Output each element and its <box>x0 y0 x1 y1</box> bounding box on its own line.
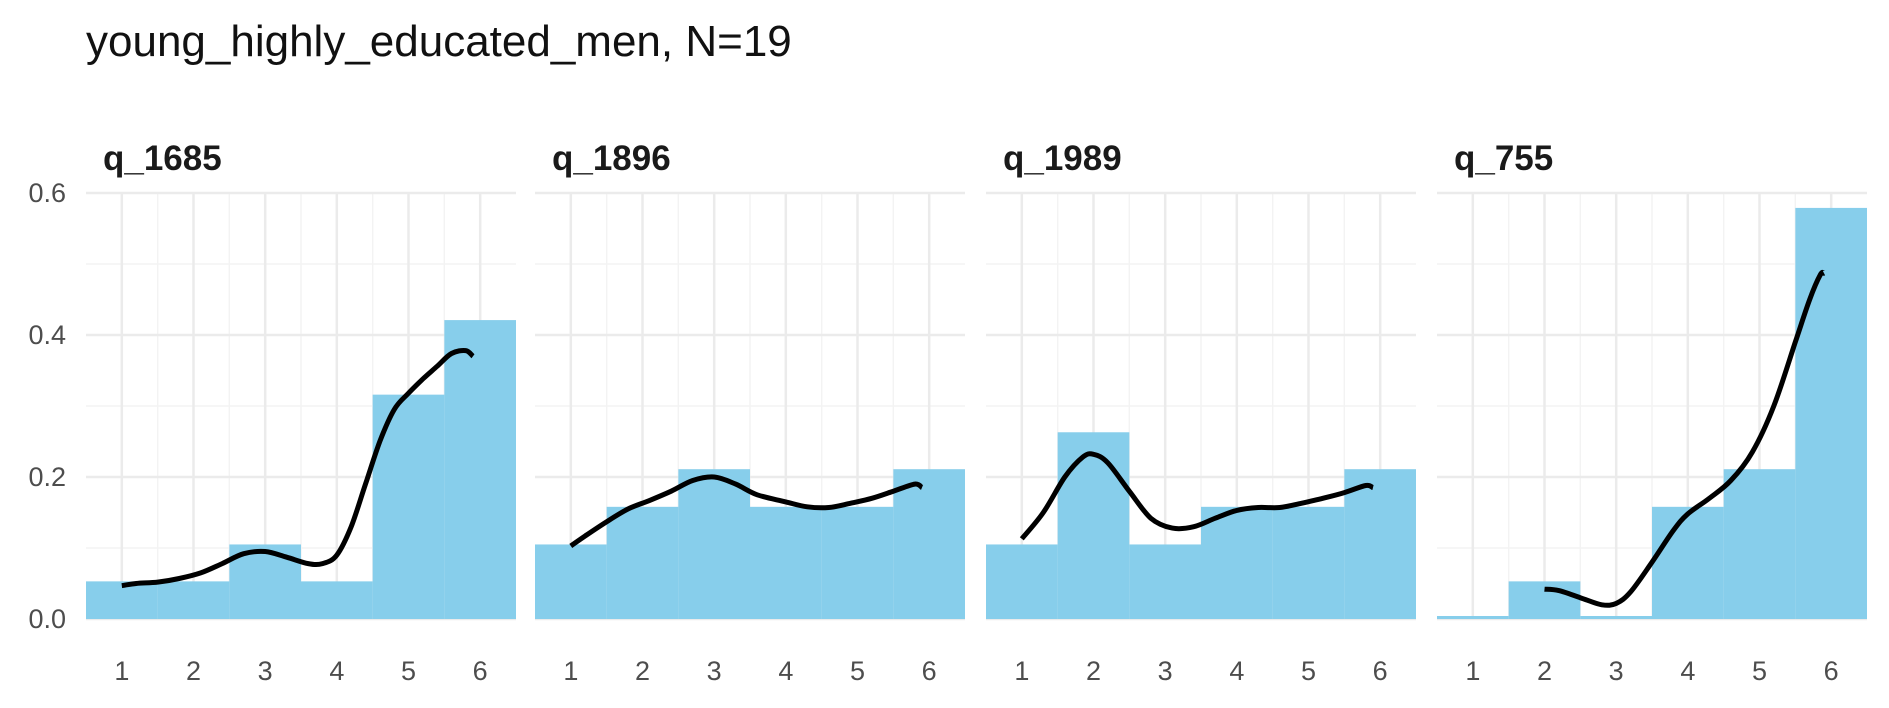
x-tick-label: 4 <box>1229 656 1244 686</box>
x-tick-label: 4 <box>1680 656 1695 686</box>
bar <box>821 506 894 619</box>
facet-panel-q-755: q_755 1 2 3 4 5 6 <box>1437 139 1867 686</box>
facet-panel-q-1989: q_1989 1 2 3 4 5 6 <box>986 139 1416 686</box>
x-tick-label: 6 <box>473 656 488 686</box>
bar <box>1795 207 1867 619</box>
density-line <box>1019 451 1375 541</box>
facet-label: q_1989 <box>1003 139 1122 178</box>
x-tick-label: 5 <box>850 656 865 686</box>
x-tick-label: 6 <box>1824 656 1839 686</box>
bar <box>1723 469 1796 619</box>
bar <box>893 469 965 619</box>
x-tick-label: 6 <box>1373 656 1388 686</box>
x-tick-label: 2 <box>1537 656 1552 686</box>
bar <box>986 544 1058 619</box>
bar <box>444 320 516 619</box>
bar <box>606 506 679 619</box>
bar <box>1437 616 1509 619</box>
bar <box>678 469 750 619</box>
y-tick-label: 0.2 <box>28 462 66 492</box>
bar <box>1652 506 1724 619</box>
x-tick-label: 2 <box>635 656 650 686</box>
x-tick-label: 4 <box>329 656 344 686</box>
bar <box>1057 432 1130 619</box>
bar <box>1508 581 1581 619</box>
x-tick-label: 3 <box>707 656 722 686</box>
bar <box>301 581 373 619</box>
bar <box>1201 506 1273 619</box>
density-line <box>569 474 924 548</box>
chart-title: young_highly_educated_men, N=19 <box>86 17 792 66</box>
y-tick-label: 0.4 <box>28 320 66 350</box>
x-tick-label: 5 <box>1301 656 1316 686</box>
bar <box>1129 544 1201 619</box>
x-tick-label: 2 <box>186 656 201 686</box>
y-tick-label: 0.6 <box>28 178 66 208</box>
x-tick-label: 2 <box>1086 656 1101 686</box>
x-tick-label: 6 <box>922 656 937 686</box>
x-tick-label: 5 <box>1752 656 1767 686</box>
x-tick-label: 5 <box>401 656 416 686</box>
bar <box>750 506 822 619</box>
x-tick-label: 1 <box>563 656 578 686</box>
bar <box>535 544 607 619</box>
facet-label: q_1685 <box>103 139 222 178</box>
x-tick-label: 1 <box>114 656 129 686</box>
bar <box>157 581 230 619</box>
bar <box>1272 506 1345 619</box>
x-tick-label: 1 <box>1014 656 1029 686</box>
facet-label: q_755 <box>1454 139 1553 178</box>
bar <box>86 581 158 619</box>
facet-panel-q-1896: q_1896 1 2 3 4 5 6 <box>535 139 965 686</box>
density-line <box>121 347 475 589</box>
bar <box>1580 616 1652 619</box>
bar <box>1344 469 1416 619</box>
x-tick-label: 1 <box>1465 656 1480 686</box>
x-tick-label: 4 <box>778 656 793 686</box>
facet-label: q_1896 <box>552 139 671 178</box>
facet-panel-q-1685: q_1685 1 2 3 4 5 6 <box>86 139 516 686</box>
x-tick-label: 3 <box>1158 656 1173 686</box>
x-tick-label: 3 <box>1609 656 1624 686</box>
density-line <box>1544 269 1826 608</box>
y-tick-label: 0.0 <box>28 604 66 634</box>
x-tick-label: 3 <box>258 656 273 686</box>
